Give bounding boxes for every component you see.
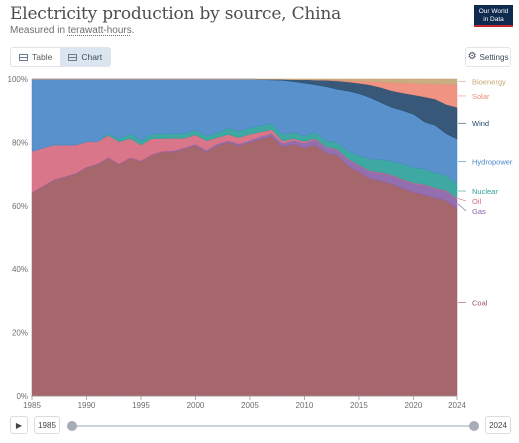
legend-label-hydropower: Hydropower: [472, 157, 513, 166]
legend-label-gas: Gas: [472, 207, 486, 216]
x-tick-label: 2010: [296, 401, 314, 410]
stacked-area-chart: 1985 1990 1995 2000 2005 2010 2015 2020 2024 0% 2…: [8, 75, 513, 410]
y-tick-label: 80%: [12, 138, 28, 147]
x-tick-label: 1985: [23, 401, 41, 410]
legend-label-wind: Wind: [472, 119, 489, 128]
chart-subtitle: Measured in terawatt-hours.: [10, 25, 135, 36]
y-tick-label: 0%: [16, 392, 28, 401]
legend-connector: [457, 203, 467, 212]
x-tick-label: 2024: [448, 401, 466, 410]
table-icon: [19, 53, 28, 61]
tab-chart-label: Chart: [81, 52, 103, 62]
y-tick-label: 20%: [12, 329, 28, 338]
end-year-box[interactable]: 2024: [485, 416, 511, 434]
play-button[interactable]: ▶: [10, 416, 28, 434]
tab-chart[interactable]: Chart: [60, 48, 111, 66]
chart-icon: [68, 53, 78, 61]
legend: Bioenergy Solar Wind Hydropower NuclearOilGa…: [457, 78, 513, 307]
tab-table[interactable]: Table: [11, 48, 60, 66]
gear-icon: ⚙: [467, 51, 477, 62]
legend-label-nuclear: Nuclear: [472, 187, 498, 196]
start-handle[interactable]: [67, 421, 77, 431]
x-tick-label: 1990: [78, 401, 96, 410]
subtitle-suffix: .: [131, 25, 135, 36]
x-axis: 1985 1990 1995 2000 2005 2010 2015 2020 2024: [23, 395, 466, 410]
view-tabs: Table Chart: [10, 47, 112, 67]
timeline-controls: ▶ 1985 2024: [0, 414, 519, 438]
legend-label-solar: Solar: [472, 92, 490, 101]
owid-logo[interactable]: Our World in Data: [474, 5, 513, 27]
x-tick-label: 2000: [187, 401, 205, 410]
logo-line-2: in Data: [483, 15, 504, 23]
settings-label: Settings: [479, 52, 509, 62]
x-tick-label: 1995: [132, 401, 150, 410]
start-year-box[interactable]: 1985: [34, 416, 60, 434]
legend-label-oil: Oil: [472, 197, 482, 206]
y-tick-label: 40%: [12, 265, 28, 274]
area-bioenergy: [32, 78, 458, 85]
settings-button[interactable]: ⚙ Settings: [465, 47, 511, 67]
legend-label-bioenergy: Bioenergy: [472, 78, 506, 87]
chart-title: Electricity production by source, China: [10, 4, 342, 24]
x-tick-label: 2015: [350, 401, 368, 410]
x-tick-label: 2020: [405, 401, 423, 410]
y-tick-label: 60%: [12, 202, 28, 211]
tab-table-label: Table: [32, 52, 53, 62]
logo-line-1: Our World: [478, 8, 509, 15]
play-icon: ▶: [15, 420, 23, 430]
timeline-track[interactable]: [72, 425, 474, 427]
x-tick-label: 2005: [241, 401, 259, 410]
end-handle[interactable]: [469, 421, 479, 431]
areas: [31, 78, 458, 397]
legend-connector: [457, 198, 467, 202]
legend-label-coal: Coal: [472, 298, 488, 307]
y-axis: 0% 20% 40% 60% 80% 100%: [8, 75, 28, 401]
y-tick-label: 100%: [8, 75, 28, 84]
unit-link[interactable]: terawatt-hours: [67, 25, 132, 36]
subtitle-prefix: Measured in: [10, 25, 68, 36]
